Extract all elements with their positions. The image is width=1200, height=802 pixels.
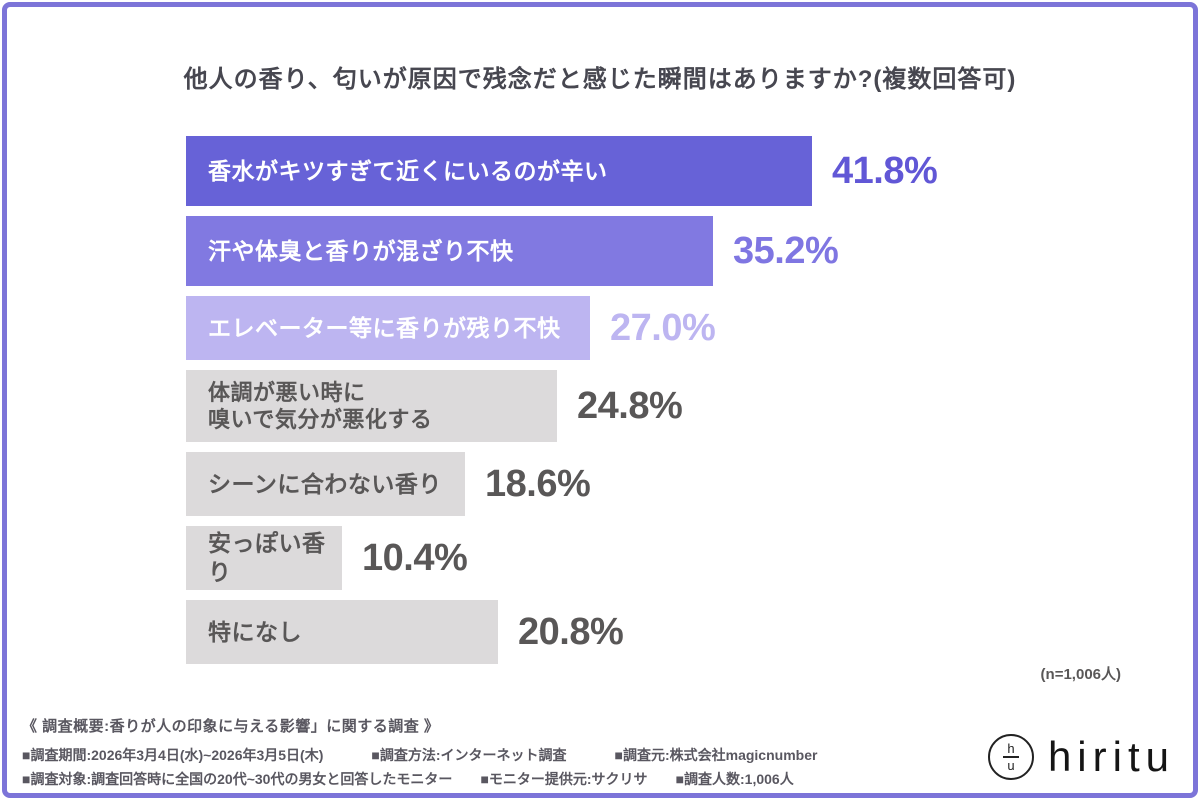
bar-value: 27.0% — [610, 306, 716, 349]
hiritu-logo: h u hiritu — [987, 733, 1175, 781]
bar-label: 安っぽい香り — [208, 530, 326, 585]
bar-value: 18.6% — [485, 462, 591, 505]
bar: 香水がキツすぎて近くにいるのが辛い — [186, 136, 812, 206]
survey-count: ■調査人数:1,006人 — [675, 771, 794, 787]
bar-label: エレベーター等に香りが残り不快 — [208, 314, 561, 341]
chart-title: 他人の香り、匂いが原因で残念だと感じた瞬間はありますか?(複数回答可) — [183, 66, 1017, 93]
bar-value: 35.2% — [733, 229, 839, 272]
bar: 特になし — [186, 600, 498, 664]
sample-size-note: (n=1,006人) — [1040, 666, 1121, 683]
survey-summary: 《 調査概要:香りが人の印象に与える影響」に関する調査 》 — [22, 718, 440, 735]
logo-mark-divider — [1002, 756, 1019, 758]
bar-value: 41.8% — [832, 149, 938, 192]
survey-overview-footer: 《 調査概要:香りが人の印象に与える影響」に関する調査 》 ■調査期間:2026… — [22, 715, 972, 791]
bar: 汗や体臭と香りが混ざり不快 — [186, 216, 713, 286]
logo-mark-h: h — [1007, 741, 1015, 756]
bar-value: 24.8% — [577, 384, 683, 427]
survey-details-line-1: ■調査期間:2026年3月4日(水)~2026年3月5日(木) ■調査方法:イン… — [22, 743, 972, 767]
bar: シーンに合わない香り — [186, 452, 465, 516]
bar-row: 特になし 20.8% — [186, 600, 1193, 664]
bar-row: 体調が悪い時に 嗅いで気分が悪化する 24.8% — [186, 370, 1193, 442]
bar-row: シーンに合わない香り 18.6% — [186, 452, 1193, 516]
bar-row: 安っぽい香り 10.4% — [186, 526, 1193, 590]
logo-mark-u: u — [1007, 758, 1015, 773]
bar: 安っぽい香り — [186, 526, 342, 590]
bar-row: 汗や体臭と香りが混ざり不快 35.2% — [186, 216, 1193, 286]
survey-target: ■調査対象:調査回答時に全国の20代~30代の男女と回答したモニター — [22, 771, 453, 787]
monitor-provider: ■モニター提供元:サクリサ — [480, 771, 648, 787]
bar-label: 汗や体臭と香りが混ざり不快 — [208, 237, 514, 264]
hiritu-logo-mark-icon: h u — [987, 734, 1034, 780]
bar-label: 特になし — [208, 618, 302, 645]
bar-row: エレベーター等に香りが残り不快 27.0% — [186, 296, 1193, 360]
hiritu-logo-text: hiritu — [1047, 733, 1175, 780]
horizontal-bar-chart: 香水がキツすぎて近くにいるのが辛い 41.8% 汗や体臭と香りが混ざり不快 35… — [186, 136, 1193, 664]
survey-period: ■調査期間:2026年3月4日(水)~2026年3月5日(木) — [22, 747, 324, 763]
bar: 体調が悪い時に 嗅いで気分が悪化する — [186, 370, 557, 442]
survey-source: ■調査元:株式会社magicnumber — [614, 747, 818, 763]
bar-label: シーンに合わない香り — [208, 470, 442, 497]
bar-label: 体調が悪い時に 嗅いで気分が悪化する — [208, 379, 433, 433]
bar: エレベーター等に香りが残り不快 — [186, 296, 590, 360]
survey-details-line-2: ■調査対象:調査回答時に全国の20代~30代の男女と回答したモニター ■モニター… — [22, 767, 972, 791]
bar-value: 20.8% — [518, 610, 624, 653]
bar-label: 香水がキツすぎて近くにいるのが辛い — [208, 157, 608, 184]
bar-value: 10.4% — [362, 536, 468, 579]
bar-row: 香水がキツすぎて近くにいるのが辛い 41.8% — [186, 136, 1193, 206]
survey-method: ■調査方法:インターネット調査 — [371, 747, 567, 763]
